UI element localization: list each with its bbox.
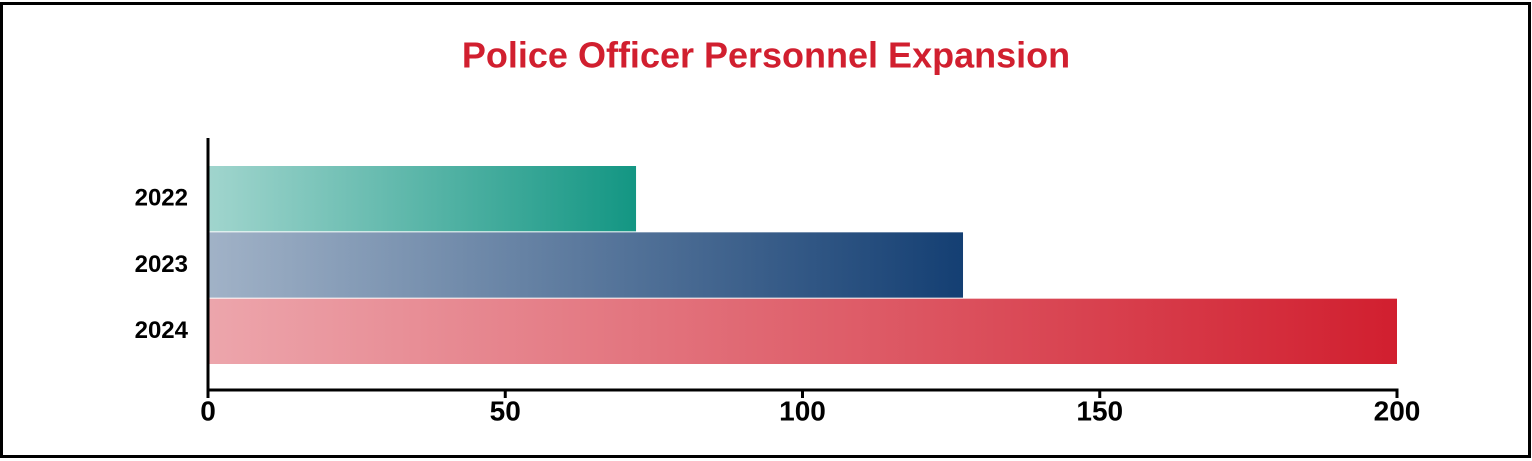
x-tick-label: 100 [779,395,826,426]
x-tick-label: 50 [490,395,521,426]
y-tick-label: 2023 [135,251,188,278]
x-tick-label: 200 [1374,395,1421,426]
bar [208,298,1397,364]
y-tick-label: 2024 [135,317,189,344]
bar [208,166,637,232]
chart-title: Police Officer Personnel Expansion [462,35,1070,76]
x-tick-label: 150 [1076,395,1123,426]
x-tick-label: 0 [200,395,216,426]
y-tick-label: 2022 [135,185,188,212]
bar [208,232,964,298]
